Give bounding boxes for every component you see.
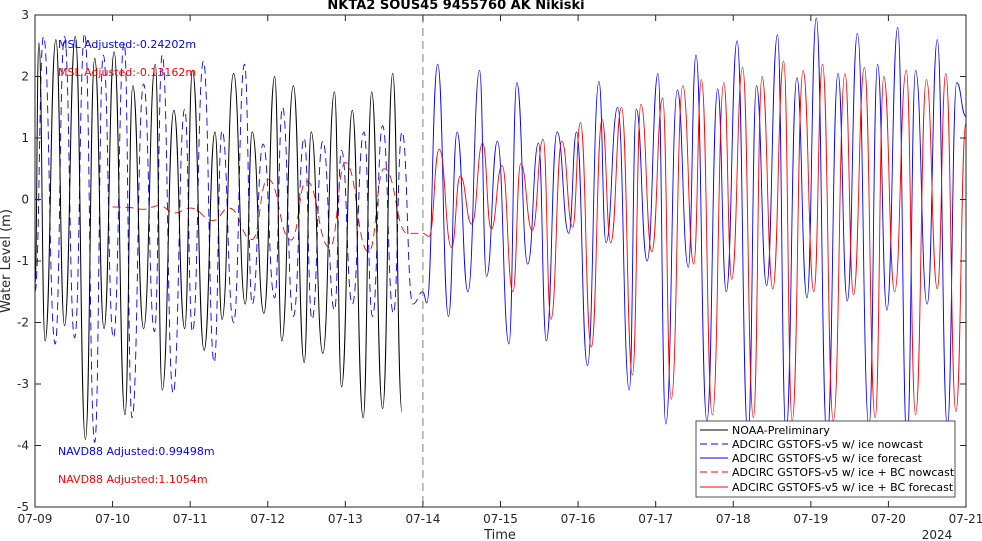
legend-entry: ADCIRC GSTOFS-v5 w/ ice nowcast (700, 438, 924, 451)
legend: NOAA-Preliminary ADCIRC GSTOFS-v5 w/ ice… (695, 420, 956, 498)
x-tick-label: 07-19 (793, 512, 828, 526)
legend-entry: ADCIRC GSTOFS-v5 w/ ice + BC nowcast (700, 466, 955, 479)
x-tick-label: 07-09 (18, 512, 53, 526)
y-tick-label: 3 (21, 8, 29, 22)
series-line-1 (34, 36, 403, 440)
y-tick-label: -2 (17, 316, 29, 330)
x-tick-label: 07-18 (716, 512, 751, 526)
x-tick-label: 07-21 (949, 512, 982, 526)
legend-label: ADCIRC GSTOFS-v5 w/ ice + BC forecast (732, 481, 954, 494)
legend-label: ADCIRC GSTOFS-v5 w/ ice nowcast (732, 438, 924, 451)
x-tick-label: 07-11 (173, 512, 208, 526)
series-line-5 (422, 60, 967, 422)
y-tick-label: 1 (21, 131, 29, 145)
x-tick-label: 07-16 (561, 512, 596, 526)
x-tick-label: 07-10 (95, 512, 130, 526)
x-tick-label: 07-14 (405, 512, 440, 526)
legend-entry: ADCIRC GSTOFS-v5 w/ ice + BC forecast (700, 481, 954, 494)
year-label: 2024 (922, 528, 953, 541)
legend-box (695, 420, 956, 498)
x-tick-label: 07-15 (483, 512, 518, 526)
series-line-4 (112, 162, 423, 253)
x-axis-label: Time (483, 528, 516, 541)
legend-entry: NOAA-Preliminary (700, 424, 830, 437)
legend-label: NOAA-Preliminary (732, 424, 830, 437)
y-tick-label: 2 (21, 70, 29, 84)
plot-area: 07-09 07-10 07-11 07-12 07-13 07-14 07-15 07-16… (17, 8, 982, 526)
series-line-3 (422, 17, 967, 443)
y-tick-label: -4 (17, 439, 29, 453)
legend-entry: ADCIRC GSTOFS-v5 w/ ice forecast (700, 452, 923, 465)
x-tick-label: 07-13 (328, 512, 363, 526)
y-axis-label: Water Level (m) (0, 209, 14, 313)
x-tick-label: 07-17 (638, 512, 673, 526)
x-axis-ticks: 07-09 07-10 07-11 07-12 07-13 07-14 07-15 07-16… (18, 15, 982, 526)
series-line-2 (34, 32, 424, 443)
navd88-adjusted-red: NAVD88 Adjusted:1.1054m (58, 473, 208, 486)
msl-adjusted-red: MSL Adjusted:-0.13162m (58, 66, 196, 79)
navd88-adjusted-blue: NAVD88 Adjusted:0.99498m (58, 445, 215, 458)
legend-label: ADCIRC GSTOFS-v5 w/ ice + BC nowcast (732, 466, 955, 479)
y-tick-label: -1 (17, 254, 29, 268)
y-tick-label: -3 (17, 377, 29, 391)
y-axis-ticks: -5 -4 -3 -2 -1 0 1 2 3 (17, 8, 966, 514)
series-layer (34, 17, 967, 443)
x-tick-label: 07-12 (250, 512, 285, 526)
y-tick-label: -5 (17, 500, 29, 514)
x-tick-label: 07-20 (871, 512, 906, 526)
y-tick-label: 0 (21, 193, 29, 207)
chart-title: NKTA2 SOUS45 9455760 AK Nikiski (327, 0, 584, 13)
msl-adjusted-blue: MSL Adjusted:-0.24202m (58, 38, 196, 51)
legend-label: ADCIRC GSTOFS-v5 w/ ice forecast (732, 452, 923, 465)
